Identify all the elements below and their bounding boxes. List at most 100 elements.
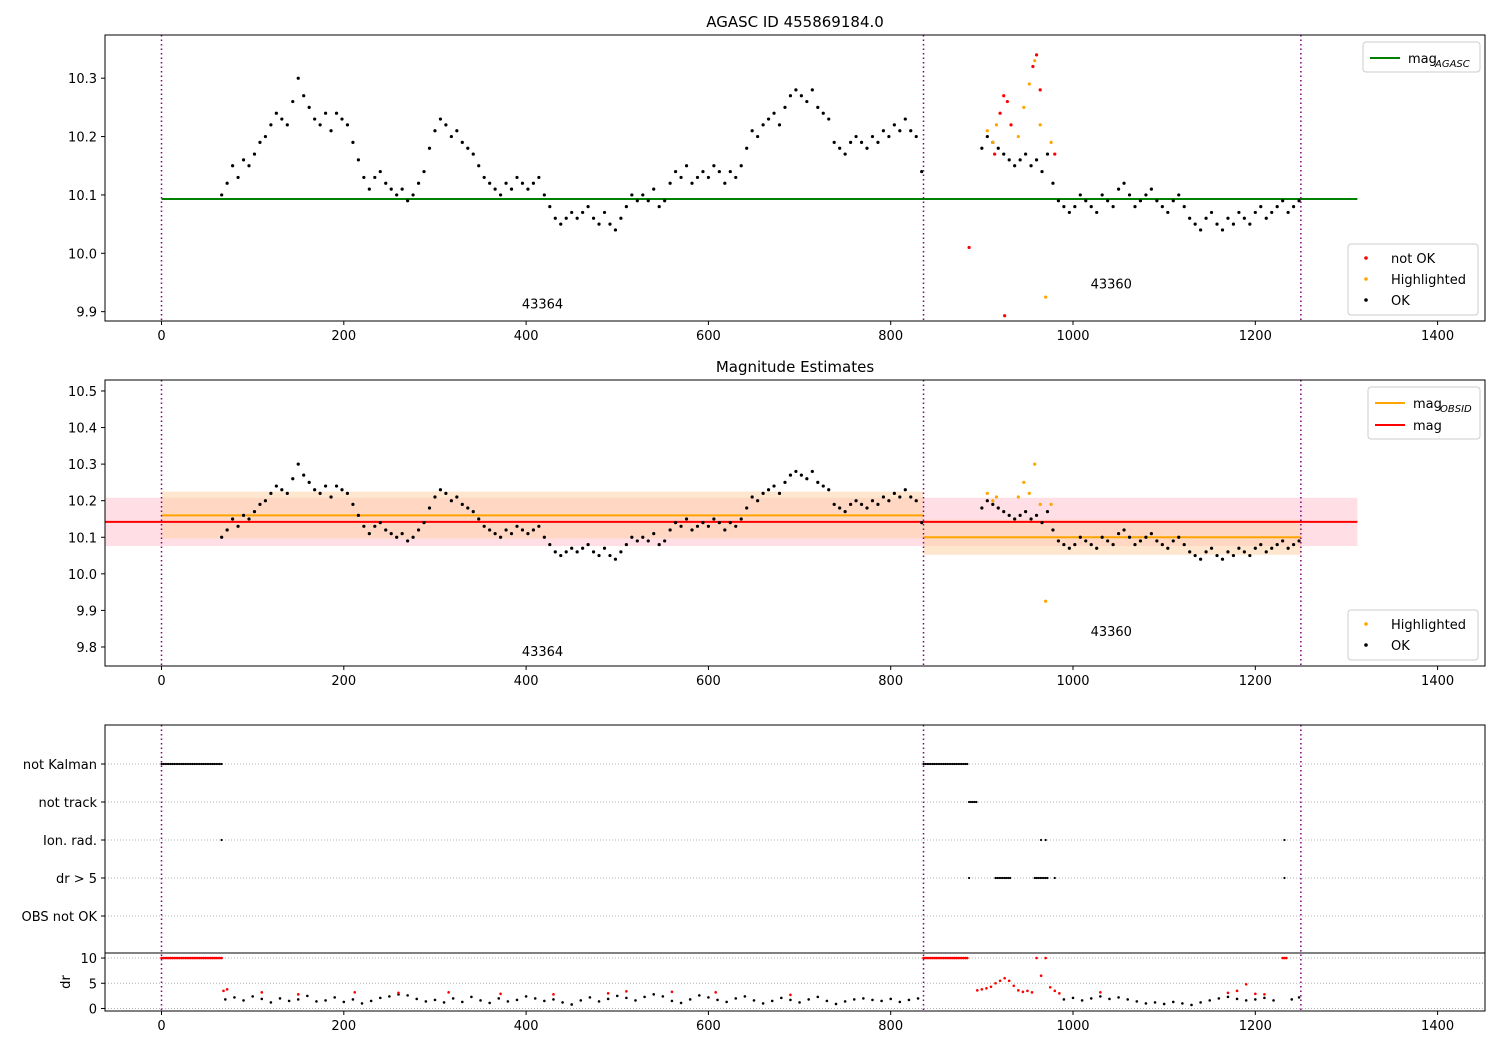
flag-mark bbox=[1053, 876, 1056, 880]
data-point-ok bbox=[345, 123, 350, 127]
dr-point-ok bbox=[871, 998, 874, 1002]
data-point-ok bbox=[859, 140, 864, 144]
data-point-ok bbox=[996, 506, 1000, 510]
dr-point-ok bbox=[688, 998, 692, 1001]
data-point-ok bbox=[1155, 199, 1159, 203]
legend-label: not OK bbox=[1391, 252, 1436, 267]
dr-point-clipped bbox=[218, 956, 222, 960]
data-point-ok bbox=[1242, 550, 1246, 554]
dr-point-clipped bbox=[927, 956, 931, 960]
y-tick-label: 10.2 bbox=[68, 131, 97, 146]
data-point-ok bbox=[1100, 535, 1104, 539]
data-point-ok bbox=[280, 117, 284, 121]
data-point-ok bbox=[799, 473, 803, 477]
data-point-not-ok bbox=[1005, 99, 1009, 104]
dr-point-clipped bbox=[163, 956, 167, 960]
data-point-ok bbox=[892, 123, 896, 127]
data-point-ok bbox=[745, 146, 749, 150]
data-point-ok bbox=[559, 222, 563, 226]
data-point-ok bbox=[1248, 553, 1252, 558]
dr-point-ok bbox=[1162, 1002, 1166, 1006]
data-point-ok bbox=[356, 513, 360, 517]
data-point-ok bbox=[313, 488, 317, 492]
dr-point-ok bbox=[798, 1001, 801, 1004]
data-point-ok bbox=[384, 181, 388, 185]
data-point-ok bbox=[1220, 228, 1225, 232]
data-point-ok bbox=[619, 216, 623, 220]
dr-point-ok bbox=[707, 996, 710, 999]
dr-point-ok bbox=[789, 998, 792, 1002]
dr-point-ok bbox=[634, 999, 637, 1002]
dr-point-clipped bbox=[965, 956, 969, 960]
flag-mark bbox=[996, 876, 999, 880]
data-point-ok bbox=[1226, 550, 1230, 554]
dr-point-bad bbox=[1254, 992, 1257, 996]
data-point-ok bbox=[334, 111, 339, 115]
data-point-ok bbox=[236, 524, 240, 528]
data-point-ok bbox=[378, 521, 382, 525]
data-point-highlighted bbox=[991, 499, 995, 503]
data-point-ok bbox=[870, 134, 875, 139]
dr-y-tick-label: 0 bbox=[89, 1002, 97, 1017]
dr-point-ok bbox=[433, 998, 437, 1002]
dr-point-ok bbox=[570, 1003, 573, 1006]
flag-mark bbox=[198, 762, 201, 766]
dr-point-ok bbox=[1272, 999, 1275, 1002]
flag-mark bbox=[220, 838, 223, 842]
dr-point-bad bbox=[1039, 974, 1043, 977]
legend-marker-2 bbox=[1364, 298, 1368, 302]
data-point-ok bbox=[493, 532, 497, 536]
data-point-ok bbox=[1177, 193, 1181, 197]
data-point-ok bbox=[520, 181, 525, 185]
data-point-ok bbox=[1270, 210, 1274, 215]
flag-mark bbox=[935, 762, 938, 766]
x-tick-label: 600 bbox=[696, 329, 721, 344]
x-tick-label: 0 bbox=[157, 1019, 165, 1034]
dr-point-clipped bbox=[951, 956, 954, 960]
dr-point-ok bbox=[597, 1000, 601, 1003]
data-point-ok bbox=[416, 181, 421, 185]
dr-point-bad bbox=[222, 989, 225, 993]
data-point-ok bbox=[624, 542, 628, 547]
data-point-ok bbox=[794, 88, 798, 92]
data-point-ok bbox=[985, 134, 989, 139]
flag-mark bbox=[998, 876, 1001, 880]
data-point-ok bbox=[712, 517, 716, 521]
y-tick-label: 9.9 bbox=[76, 306, 97, 321]
legend-box bbox=[1347, 243, 1479, 316]
data-point-ok bbox=[1089, 542, 1093, 547]
dr-point-clipped bbox=[207, 956, 211, 960]
data-point-ok bbox=[876, 502, 880, 506]
dr-point-ok bbox=[825, 999, 829, 1003]
dr-point-ok bbox=[315, 1000, 318, 1003]
data-point-ok bbox=[1291, 542, 1296, 547]
dr-point-bad bbox=[499, 992, 502, 996]
dr-point-clipped bbox=[196, 956, 200, 960]
data-point-ok bbox=[1144, 193, 1148, 197]
data-point-ok bbox=[241, 158, 246, 162]
dr-point-clipped bbox=[924, 956, 927, 960]
flag-mark bbox=[213, 762, 216, 766]
dr-point-ok bbox=[351, 998, 355, 1001]
flag-mark bbox=[1037, 876, 1040, 880]
dr-point-ok bbox=[1135, 1000, 1139, 1003]
flag-mark bbox=[173, 762, 176, 766]
dr-point-clipped bbox=[1283, 956, 1286, 960]
flag-mark bbox=[191, 762, 194, 766]
data-point-ok bbox=[1220, 557, 1225, 561]
data-point-ok bbox=[838, 506, 842, 510]
data-point-ok bbox=[1215, 222, 1219, 226]
data-point-highlighted bbox=[1022, 480, 1026, 485]
data-point-ok bbox=[1188, 216, 1192, 220]
dr-point-ok bbox=[415, 997, 419, 1001]
dr-point-ok bbox=[1071, 996, 1075, 1000]
flag-mark bbox=[931, 762, 934, 766]
dr-point-ok bbox=[1181, 1002, 1184, 1005]
legend-subscript: AGASC bbox=[1434, 59, 1470, 70]
data-point-ok bbox=[1133, 205, 1137, 209]
data-point-ok bbox=[832, 502, 836, 506]
flag-mark bbox=[929, 762, 932, 766]
data-point-ok bbox=[471, 510, 475, 514]
dr-point-ok bbox=[333, 996, 336, 999]
dr-point-ok bbox=[807, 998, 810, 1001]
